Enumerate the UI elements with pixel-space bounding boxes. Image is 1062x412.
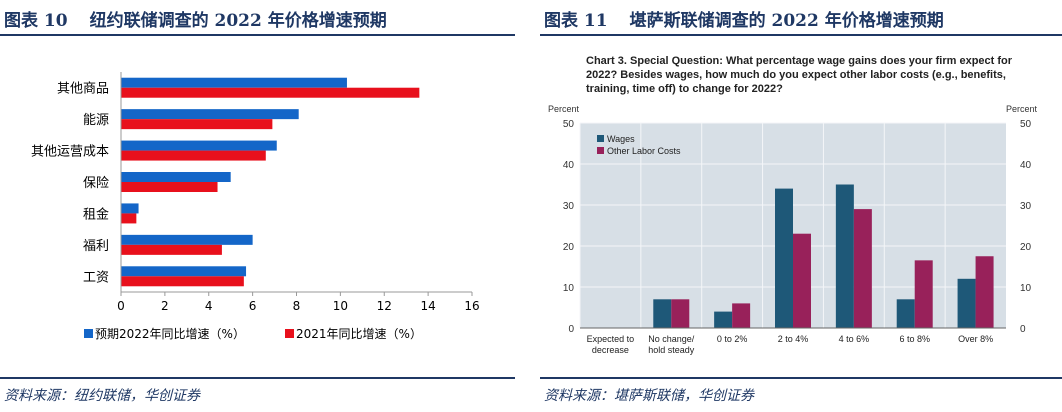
right-source-note: 资料来源：堪萨斯联储，华创证券 [544,388,754,404]
right-source-rule [540,377,1062,379]
x-category-label: 2 to 4% [778,334,809,344]
category-label: 能源 [83,113,109,128]
x-tick-label: 10 [333,299,348,313]
legend-swatch [285,329,294,338]
y-tick-label-left: 0 [568,324,574,335]
y-tick-label-right: 10 [1020,283,1032,294]
category-label: 其他运营成本 [31,145,109,160]
left-figure-caption: 纽约联储调查的 2022 年价格增速预期 [89,11,387,31]
y-tick-label-right: 50 [1020,119,1032,130]
column-other-labor-costs [732,303,751,328]
x-category-label: Over 8% [958,334,993,344]
category-label: 福利 [83,239,109,254]
bar-actual-2021 [121,182,218,192]
bar-expected-2022 [121,203,139,214]
bar-actual-2021 [121,87,420,98]
right-figure-number: 图表 11 [544,11,608,31]
column-other-labor-costs [853,209,872,328]
x-tick-label: 0 [117,299,125,313]
right-figure-panel: 图表 11 堪萨斯联储调查的 2022 年价格增速预期 Chart 3. Spec… [540,0,1062,412]
right-title-rule [540,34,1062,36]
y-tick-label-left: 10 [563,283,575,294]
column-wages [896,299,915,328]
legend-label: Other Labor Costs [607,146,681,156]
y-tick-label-right: 20 [1020,242,1032,253]
chart-title-line: Chart 3. Special Question: What percenta… [586,55,1013,67]
column-wages [957,278,976,328]
x-tick-label: 6 [249,299,257,313]
left-figure-panel: 图表 10 纽约联储调查的 2022 年价格增速预期 其他商品能源其他运营成本保险… [0,0,515,412]
bar-actual-2021 [121,276,244,287]
legend-label: Wages [607,134,635,144]
column-other-labor-costs [671,299,690,328]
x-category-label: 0 to 2% [717,334,748,344]
y-tick-label-left: 30 [563,201,575,212]
category-label: 租金 [83,206,109,222]
y-tick-label-left: 20 [563,242,575,253]
left-source-rule [0,377,515,379]
column-other-labor-costs [975,256,994,328]
x-tick-label: 8 [293,299,301,313]
left-title-rule [0,34,515,36]
x-category-label: hold steady [648,345,695,355]
y-tick-label-left: 50 [563,119,575,130]
y-tick-label-left: 40 [563,160,575,171]
right-figure-caption: 堪萨斯联储调查的 2022 年价格增速预期 [629,11,944,31]
x-tick-label: 16 [464,299,479,313]
x-tick-label: 2 [161,299,169,313]
y-axis-label-right: Percent [1006,104,1038,114]
x-category-label: No change/ [648,334,695,344]
column-other-labor-costs [914,260,933,328]
column-other-labor-costs [793,233,811,328]
bar-expected-2022 [121,172,231,182]
right-column-chart: Chart 3. Special Question: What percenta… [548,55,1038,355]
legend-label: 预期2022年同比增速（%） [95,327,245,341]
legend-swatch [597,147,604,154]
x-category-label: 6 to 8% [899,334,930,344]
column-wages [714,311,733,328]
bar-expected-2022 [121,77,347,88]
column-wages [775,188,793,328]
y-tick-label-right: 30 [1020,201,1032,212]
chart-title-line: training, time off) to change for 2022? [586,83,783,95]
left-source-note: 资料来源：纽约联储，华创证券 [4,388,200,404]
bar-expected-2022 [121,140,277,151]
bar-expected-2022 [121,234,253,245]
x-category-label: decrease [592,345,629,355]
category-label: 其他商品 [57,82,109,97]
column-wages [835,184,854,328]
right-figure-title: 图表 11 堪萨斯联储调查的 2022 年价格增速预期 [544,6,944,31]
y-tick-label-right: 40 [1020,160,1032,171]
legend-swatch [597,135,604,142]
x-tick-label: 4 [205,299,213,313]
bar-actual-2021 [121,150,266,161]
x-tick-label: 14 [420,299,435,313]
x-tick-label: 12 [377,299,392,313]
bar-expected-2022 [121,109,299,120]
left-figure-title: 图表 10 纽约联储调查的 2022 年价格增速预期 [4,6,387,31]
y-axis-label-left: Percent [548,104,580,114]
legend-swatch [84,329,93,338]
category-label: 保险 [83,176,109,191]
y-tick-label-right: 0 [1020,324,1026,335]
bar-actual-2021 [121,244,222,255]
legend-label: 2021年同比增速（%） [296,327,422,341]
chart-title-line: 2022? Besides wages, how much do you exp… [586,69,1006,81]
column-wages [653,299,672,328]
category-label: 工资 [83,270,109,285]
bar-expected-2022 [121,266,247,277]
x-category-label: Expected to [587,334,635,344]
bar-actual-2021 [121,119,273,130]
bar-actual-2021 [121,213,137,224]
x-category-label: 4 to 6% [839,334,870,344]
left-figure-number: 图表 10 [4,11,68,31]
